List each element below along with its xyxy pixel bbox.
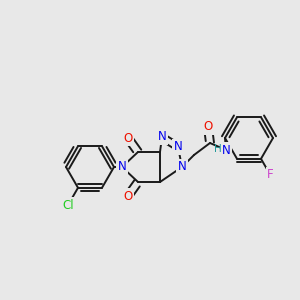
Text: F: F — [267, 168, 273, 181]
Text: N: N — [174, 140, 182, 154]
Text: N: N — [222, 143, 230, 157]
Text: H: H — [214, 144, 222, 154]
Text: O: O — [123, 190, 133, 202]
Text: O: O — [203, 121, 213, 134]
Text: O: O — [123, 131, 133, 145]
Text: Cl: Cl — [62, 199, 74, 212]
Text: N: N — [158, 130, 166, 143]
Text: N: N — [178, 160, 186, 173]
Text: N: N — [118, 160, 126, 173]
